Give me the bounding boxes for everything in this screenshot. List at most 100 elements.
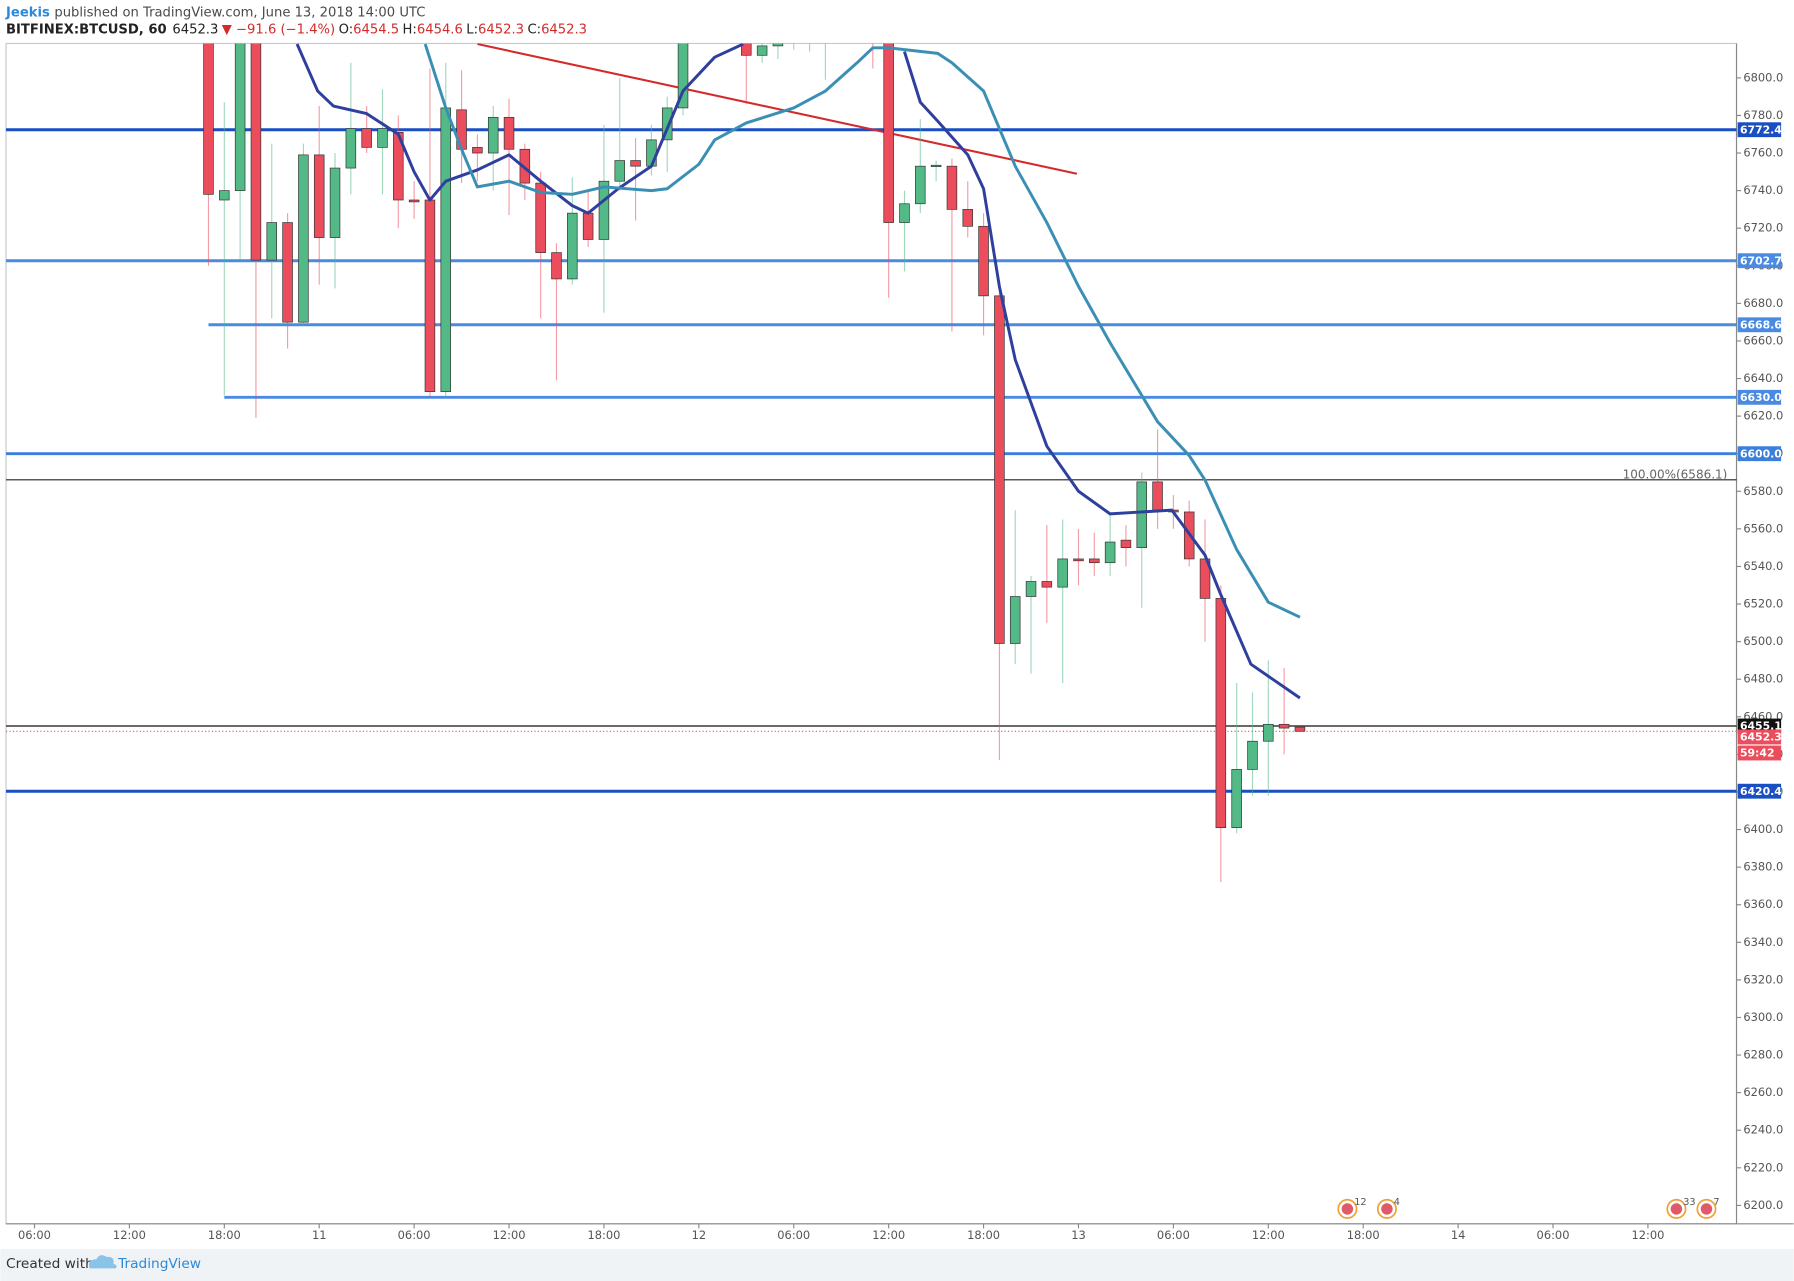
ohlc-label: O: — [339, 22, 354, 37]
author[interactable]: Jeekis — [5, 5, 50, 20]
event-flag — [1341, 1203, 1354, 1215]
x-tick-label: 12:00 — [493, 1228, 526, 1242]
y-tick-label: 6360.0 — [1743, 897, 1783, 911]
y-tick-label: 6760.0 — [1743, 146, 1783, 160]
x-tick-label: 12:00 — [872, 1228, 905, 1242]
moving-average — [295, 43, 1301, 700]
candle-body — [1073, 558, 1084, 562]
last-price-label-bg — [1737, 729, 1782, 745]
candle-body — [978, 225, 989, 297]
y-tick-label: 6640.0 — [1743, 371, 1783, 385]
footer-bar — [0, 1248, 1794, 1281]
x-tick-label: 06:00 — [1537, 1228, 1570, 1242]
countdown: 59:42 — [1740, 747, 1775, 760]
candle-body — [329, 167, 341, 238]
candle-body — [250, 43, 262, 261]
candle-body — [1104, 541, 1116, 564]
level-label-bg — [1737, 446, 1782, 462]
moving-average — [423, 43, 1301, 619]
event-flag — [1700, 1203, 1713, 1215]
x-tick-label: 06:00 — [777, 1228, 810, 1242]
candle-body — [1152, 481, 1163, 511]
x-tick-label: 18:00 — [208, 1228, 241, 1242]
y-tick-label: 6400.0 — [1743, 822, 1783, 836]
candle-body — [551, 252, 562, 280]
y-tick-label: 6800.0 — [1743, 70, 1783, 84]
y-tick-label: 6380.0 — [1743, 860, 1783, 874]
level-label: 6702.7 — [1740, 254, 1782, 267]
candle-body — [1041, 581, 1053, 588]
change: ▼ −91.6 (−1.4%) — [222, 22, 335, 37]
axes: 6200.0 6220.0 6240.0 6260.0 6280.0 6300.0 6320… — [18, 70, 1783, 1241]
x-tick-label: 06:00 — [398, 1228, 431, 1242]
ohlc-label: H: — [403, 22, 417, 37]
y-tick-label: 6720.0 — [1743, 221, 1783, 235]
y-tick-label: 6620.0 — [1743, 409, 1783, 423]
trendline — [477, 43, 1078, 175]
ohlc-label: C: — [527, 22, 541, 37]
candle-body — [535, 182, 546, 253]
x-tick-label: 11 — [312, 1228, 327, 1242]
candle-body — [1231, 769, 1242, 829]
x-tick-label: 18:00 — [967, 1228, 1000, 1242]
countdown-bg — [1737, 745, 1782, 761]
header-line-1: Jeekis published on TradingView.com, June… — [5, 5, 425, 20]
candle-body — [614, 160, 626, 182]
y-tick-label: 6680.0 — [1743, 296, 1783, 310]
candle-body — [393, 132, 404, 201]
level-label-bg — [1737, 783, 1782, 799]
y-tick-label: 6660.0 — [1743, 333, 1783, 347]
symbol: BITFINEX:BTCUSD, 60 — [6, 22, 167, 37]
ohlc-label: L: — [466, 22, 478, 37]
y-tick-label: 6200.0 — [1743, 1198, 1783, 1212]
level-label-bg — [1737, 389, 1782, 405]
ohlc-value: 6454.6 — [417, 22, 463, 37]
y-tick-label: 6520.0 — [1743, 597, 1783, 611]
marker-label: 6455.1 — [1740, 720, 1782, 733]
y-tick-label: 6240.0 — [1743, 1123, 1783, 1137]
y-tick-label: 6220.0 — [1743, 1160, 1783, 1174]
candle-body — [1263, 723, 1274, 742]
fib-label: 100.00%(6586.1) — [1623, 468, 1728, 482]
candle-body — [1009, 596, 1021, 644]
level-label: 6630.0 — [1740, 391, 1782, 404]
candle-body — [646, 139, 657, 167]
candle-body — [203, 43, 214, 195]
last-price-label: 6452.3 — [1740, 731, 1782, 744]
candle-body — [266, 222, 278, 261]
candle-body — [630, 160, 641, 167]
x-tick-label: 06:00 — [1157, 1228, 1190, 1242]
candle-body — [440, 107, 452, 393]
y-tick-label: 6560.0 — [1743, 521, 1783, 535]
candle-body — [1057, 558, 1068, 588]
x-tick-label: 12:00 — [1252, 1228, 1285, 1242]
candle-body — [472, 147, 483, 154]
ohlc-value: 6452.3 — [478, 22, 524, 37]
event-flag — [1670, 1203, 1683, 1215]
candle-body — [1278, 723, 1290, 729]
x-tick-label: 18:00 — [1347, 1228, 1380, 1242]
header-line-2: BITFINEX:BTCUSD, 60 6452.3 ▼ −91.6 (−1.4%)… — [6, 22, 587, 37]
candle-body — [930, 164, 942, 167]
candle-body — [377, 128, 388, 148]
candle-body — [741, 43, 752, 56]
ohlc-value: 6454.5 — [353, 22, 399, 37]
candle-body — [598, 180, 610, 240]
level-label: 6772.4 — [1740, 123, 1782, 136]
x-tick-label: 12 — [692, 1228, 707, 1242]
x-tick-label: 12:00 — [113, 1228, 146, 1242]
candle-body — [1136, 481, 1148, 549]
footer-brand[interactable]: TradingView — [117, 1256, 201, 1272]
candle-body — [756, 45, 768, 56]
candle-body — [1215, 598, 1227, 829]
ohlc-value: 6452.3 — [541, 22, 587, 37]
candle-body — [313, 154, 325, 238]
candle-body — [1025, 581, 1037, 597]
x-tick-label: 18:00 — [587, 1228, 620, 1242]
logo — [89, 1255, 117, 1269]
candle-body — [582, 212, 594, 240]
event-count: 12 — [1354, 1197, 1366, 1208]
candle-body — [234, 43, 246, 191]
